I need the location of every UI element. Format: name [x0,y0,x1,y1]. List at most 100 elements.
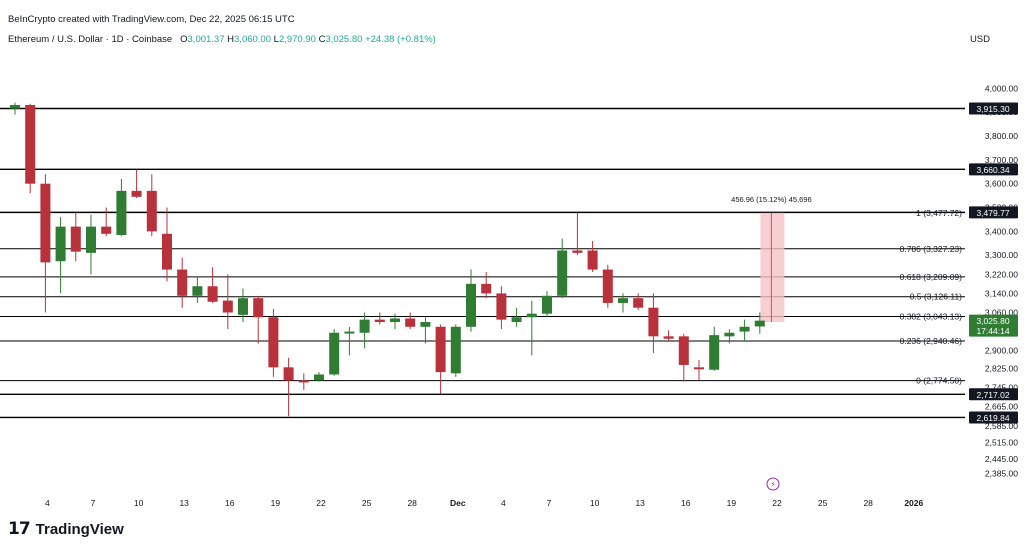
candle [633,293,644,311]
candle-body [329,332,340,375]
y-tick-label: 2,385.00 [985,468,1018,478]
x-tick-label: 4 [501,498,506,508]
candle [162,207,172,282]
candle [192,276,203,303]
x-tick-label: 10 [134,498,144,508]
y-tick-label: 2,900.00 [985,346,1018,356]
event-icon [766,477,780,491]
x-tick-label: 4 [45,498,50,508]
candle-body [709,335,720,370]
x-tick-label: 16 [225,498,235,508]
x-tick-label: 13 [635,498,645,508]
candle [678,333,689,382]
close-value: 3,025.80 [325,34,363,45]
last-price-value: 3,025.80 [976,316,1009,326]
chart-attribution: BeInCrypto created with TradingView.com,… [8,14,295,25]
level-price-tag-label: 3,915.30 [976,104,1009,114]
y-tick-label: 3,300.00 [985,250,1018,260]
candle [10,102,20,115]
fib-level-label: 1 (3,477.72) [916,208,962,218]
candle-body [572,250,583,253]
low-value: 2,970.90 [278,34,316,45]
candle-body [207,286,218,302]
x-tick-label: Dec [450,498,466,508]
candle [146,174,157,237]
candle [101,207,112,237]
x-tick-label: 16 [681,498,691,508]
candle-body [116,190,127,235]
horizontal-levels [0,107,965,419]
candle [25,103,36,194]
level-price-tag [969,206,1018,219]
candle [268,308,279,377]
candle [663,330,674,342]
level-price-tag [969,388,1018,401]
symbol-name[interactable]: Ethereum / U.S. Dollar · 1D · Coinbase [8,34,173,45]
currency-label[interactable]: USD [969,34,990,45]
candle-body [694,367,704,370]
fib-level-label: 0.618 (3,209.09) [900,272,963,282]
candle [572,212,583,256]
tradingview-logo[interactable]: 17 TradingView [8,519,124,539]
x-tick-label: 25 [362,498,372,508]
y-tick-label: 3,060.00 [985,307,1018,317]
close-label: C [318,34,326,45]
y-tick-label: 2,825.00 [985,364,1018,374]
candle-body [162,233,172,270]
candle-body [268,317,279,368]
candle [618,293,628,313]
change-value: +24.38 (+0.81%) [365,34,436,45]
level-price-tag-label: 3,479.77 [976,208,1009,218]
candle [557,238,568,299]
candle-body [55,226,66,262]
x-tick-label: 22 [772,498,782,508]
candle-body [557,250,568,296]
time-axis: 4 7 10 13 16 19 22 25 28 Dec 4 7 10 13 16 19 22 25 28 2026 [45,498,923,508]
measure-label: 456.96 (15.12%) 45,696 [731,195,811,204]
fib-level-label: 0.5 (3,126.11) [910,292,962,302]
candle-body [131,190,142,197]
fib-level-label: 0.236 (2,940.46) [900,336,963,346]
candle [754,312,765,334]
high-label: H [227,34,235,45]
candle-body [511,317,522,323]
candle-body [298,380,309,383]
fib-level-label: 0.786 (3,327.23) [900,244,963,254]
lightning-icon: ⚡ [770,480,776,489]
candle [329,329,340,376]
candle [587,240,598,272]
candle-body [374,319,385,323]
candle [116,178,127,237]
level-price-tag [969,102,1018,115]
candle [481,271,492,299]
x-tick-label: 7 [547,498,552,508]
candle-body [602,269,613,303]
candle-body [253,298,264,318]
candle-body [724,332,735,337]
price-axis: 4,000.003,900.003,800.003,700.003,600.00… [969,83,1018,478]
candle [496,286,507,330]
candle-body [739,326,750,332]
candle-body [405,318,416,327]
y-tick-label: 3,600.00 [985,179,1018,189]
y-tick-label: 3,220.00 [985,269,1018,279]
candle [374,312,385,325]
level-price-tag [969,411,1018,424]
candle [314,372,324,382]
open-label: O [180,34,188,45]
x-tick-label: 28 [863,498,873,508]
candle-body [146,190,157,232]
candle [466,269,476,332]
candle-body [192,286,203,296]
candle [55,217,66,294]
candle [694,360,704,381]
candle [298,373,309,390]
candle [359,312,370,349]
candle-body [496,293,507,320]
high-value: 3,060.00 [234,34,271,45]
candle-body [344,331,355,334]
candle-body [25,105,36,184]
candle [238,288,248,323]
candle-body [450,326,461,374]
